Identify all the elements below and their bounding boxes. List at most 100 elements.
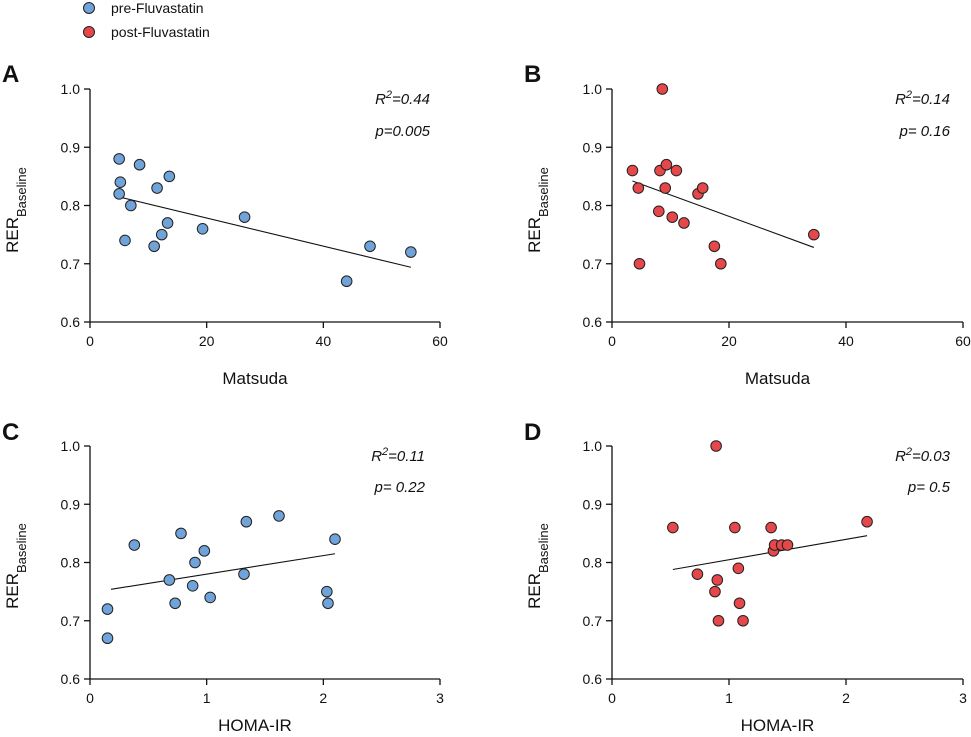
data-point [148, 240, 160, 253]
data-point [708, 240, 721, 253]
x-axis-title: Matsuda [222, 369, 288, 388]
panel-d: D 0.6 0.7 0.8 0.9 1.0 0 1 2 3 HOMA-IR RERBaseline R2… [524, 419, 967, 735]
data-point [119, 234, 131, 247]
x-axis-title: HOMA-IR [741, 716, 815, 735]
data-point [729, 521, 741, 534]
legend-item-post: post-Fluvastatin [83, 24, 210, 40]
x-tick-label: 0 [608, 690, 616, 706]
p-value-label: p=0.005 [374, 123, 430, 140]
x-axis-title: HOMA-IR [218, 716, 292, 735]
y-tick-label: 0.6 [61, 671, 81, 687]
data-point [732, 562, 745, 575]
r-squared-label: R2=0.14 [895, 89, 950, 108]
data-point [861, 515, 873, 528]
data-point [364, 240, 376, 253]
panel-letter: B [524, 61, 541, 88]
p-value-label: p= 0.22 [374, 479, 426, 496]
legend-label-pre: pre-Fluvastatin [111, 0, 204, 16]
p-value-label: p= 0.16 [899, 123, 951, 140]
y-axis-title: RERBaseline [3, 523, 29, 609]
panel-b: B 0.6 0.7 0.8 0.9 1.0 0 20 40 60 Matsuda RERBaselin… [524, 61, 971, 388]
y-tick-label: 1.0 [583, 81, 603, 97]
y-axis-title: RERBaseline [3, 167, 29, 253]
data-point [114, 176, 127, 188]
panel-c: C 0.6 0.7 0.8 0.9 1.0 0 1 2 3 HOMA-IR RERBaseline R2… [2, 419, 444, 735]
legend-item-pre: pre-Fluvastatin [83, 0, 204, 16]
regression-line [110, 553, 336, 590]
legend-marker-post [83, 26, 95, 38]
data-point [163, 574, 176, 586]
y-tick-label: 0.8 [583, 198, 603, 214]
data-point [125, 199, 137, 212]
data-point [696, 182, 709, 194]
data-point [238, 211, 251, 223]
p-value-label: p= 0.5 [907, 479, 951, 496]
y-tick-label: 0.8 [61, 198, 81, 214]
x-tick-label: 3 [436, 690, 444, 706]
data-point [632, 182, 645, 194]
x-tick-label: 20 [721, 333, 737, 349]
x-tick-label: 1 [725, 690, 733, 706]
data-point [161, 217, 174, 229]
data-point [113, 188, 125, 200]
data-point [626, 164, 639, 177]
data-point [653, 205, 665, 218]
data-point [670, 164, 683, 177]
data-point [169, 597, 181, 610]
y-tick-label: 0.6 [583, 671, 603, 687]
y-tick-label: 0.9 [583, 496, 603, 512]
data-point [151, 182, 163, 194]
panel-a: A 0.6 0.7 0.8 0.9 1.0 0 20 40 60 Matsuda RERBaselin… [2, 61, 448, 388]
y-tick-label: 0.7 [583, 256, 603, 272]
data-point [240, 515, 253, 528]
data-point [711, 574, 724, 586]
data-point [660, 158, 673, 171]
data-point [666, 211, 679, 223]
data-point [189, 556, 201, 569]
data-point [781, 539, 794, 551]
data-point [198, 545, 211, 557]
y-axis-title-subscript: Baseline [536, 523, 551, 573]
x-tick-label: 40 [838, 333, 854, 349]
data-point [678, 217, 690, 229]
data-point [715, 257, 727, 270]
data-point [737, 614, 749, 627]
y-tick-label: 0.6 [583, 314, 603, 330]
x-tick-label: 0 [608, 333, 616, 349]
y-axis-title-subscript: Baseline [14, 167, 29, 217]
data-point [133, 158, 146, 171]
r-squared-label: R2=0.11 [371, 446, 425, 465]
data-point [155, 228, 168, 241]
data-point [196, 223, 209, 235]
x-tick-label: 0 [86, 333, 94, 349]
panel-letter: D [524, 419, 541, 446]
data-point [808, 228, 820, 241]
data-point [765, 521, 777, 534]
y-tick-label: 0.7 [583, 613, 603, 629]
legend-marker-pre [83, 2, 95, 14]
y-tick-label: 0.6 [61, 314, 81, 330]
data-point [321, 585, 333, 598]
data-point [733, 597, 746, 610]
data-point [709, 585, 721, 598]
data-point [633, 257, 646, 270]
data-point [113, 153, 125, 165]
x-tick-label: 2 [319, 690, 327, 706]
x-tick-label: 3 [959, 690, 967, 706]
data-point [405, 246, 417, 258]
data-point [273, 510, 285, 522]
y-axis-title: RERBaseline [525, 167, 551, 253]
data-point [322, 597, 334, 610]
y-tick-label: 1.0 [583, 438, 603, 454]
y-tick-label: 0.7 [61, 613, 81, 629]
y-tick-label: 0.9 [61, 496, 81, 512]
x-tick-label: 2 [842, 690, 850, 706]
data-point [710, 440, 722, 452]
panel-letter: A [2, 61, 19, 88]
y-axis-title: RERBaseline [525, 523, 551, 609]
r-squared-label: R2=0.03 [895, 446, 951, 465]
y-tick-label: 0.7 [61, 256, 81, 272]
y-tick-label: 0.9 [61, 139, 81, 155]
data-point [163, 170, 176, 183]
legend-label-post: post-Fluvastatin [111, 24, 210, 40]
